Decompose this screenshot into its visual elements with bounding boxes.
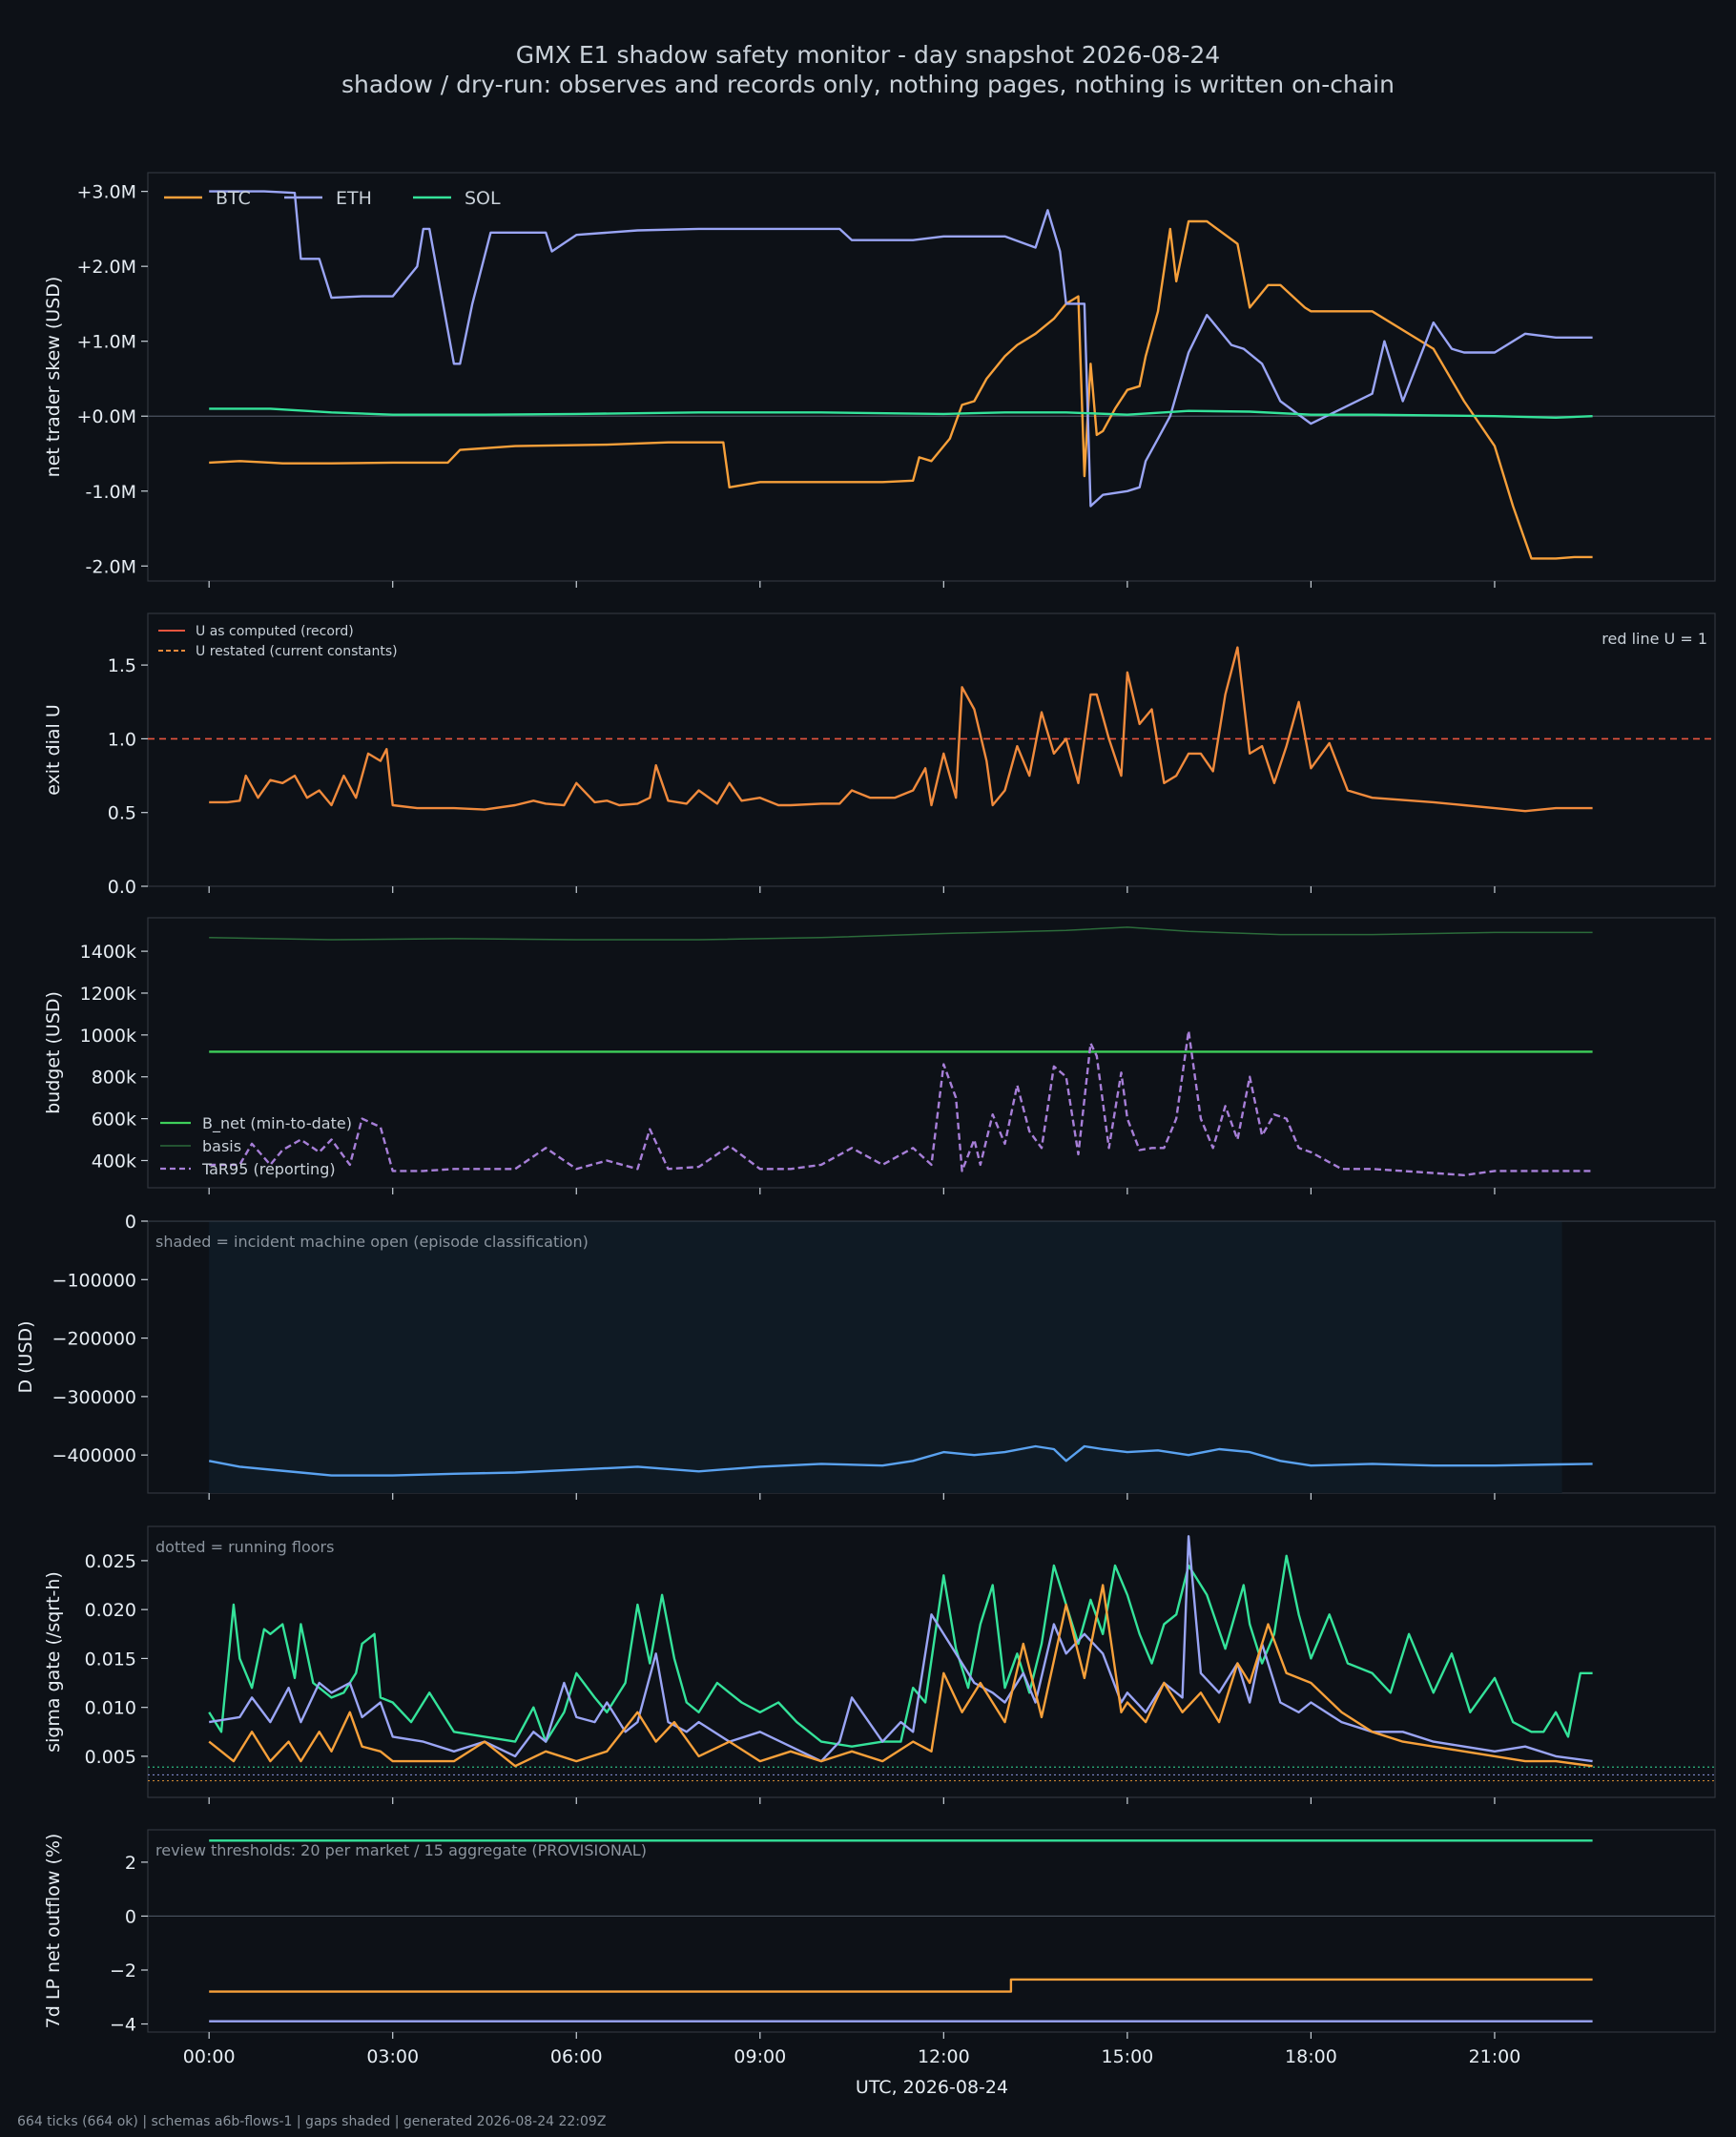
y-tick-label: 1.5 bbox=[108, 655, 136, 676]
y-axis-label: net trader skew (USD) bbox=[43, 277, 64, 478]
panel-frame bbox=[147, 612, 1716, 887]
y-tick-label: 0.020 bbox=[85, 1600, 136, 1621]
y-tick-label: 1400k bbox=[80, 942, 136, 963]
y-tick-label: 2 bbox=[125, 1853, 136, 1874]
y-tick-label: −200000 bbox=[52, 1329, 136, 1350]
panel-plot-area bbox=[148, 646, 1715, 813]
panel-skew: +3.0M +2.0M +1.0M +0.0M -1.0M -2.0M net trader… bbox=[43, 172, 1716, 588]
x-tick-label: 21:00 bbox=[1469, 2046, 1521, 2067]
series-line-budget-1 bbox=[209, 926, 1593, 941]
legend-label: B_net (min-to-date) bbox=[202, 1114, 352, 1133]
panel-plot-area bbox=[148, 1839, 1715, 2023]
y-tick-label: 0.0 bbox=[108, 877, 136, 898]
panel-annotation: shaded = incident machine open (episode … bbox=[155, 1233, 589, 1251]
y-tick-label: +3.0M bbox=[76, 182, 136, 203]
panel-plot-area bbox=[209, 926, 1593, 1176]
series-line-sigma_gate-2 bbox=[208, 1584, 1593, 1768]
y-tick-label: 800k bbox=[92, 1068, 136, 1089]
y-tick-label: 0.005 bbox=[85, 1747, 136, 1768]
red-line-annotation: red line U = 1 bbox=[1602, 630, 1707, 648]
y-tick-label: +1.0M bbox=[76, 332, 136, 353]
panel-annotation: review thresholds: 20 per market / 15 ag… bbox=[155, 1841, 647, 1859]
x-axis-label: UTC, 2026-08-24 bbox=[856, 2077, 1008, 2098]
panel-sigma_gate: 0.005 0.010 0.015 0.020 0.025 sigma gate (/sq… bbox=[43, 1525, 1716, 1804]
y-tick-label: −4 bbox=[110, 2015, 136, 2036]
panel-plot-area bbox=[148, 190, 1715, 560]
y-tick-label: 400k bbox=[92, 1151, 136, 1172]
legend-label: U as computed (record) bbox=[196, 624, 354, 639]
y-tick-label: 0.025 bbox=[85, 1551, 136, 1572]
y-tick-label: 600k bbox=[92, 1110, 136, 1131]
x-tick-label: 15:00 bbox=[1101, 2046, 1153, 2067]
legend-label: U restated (current constants) bbox=[196, 644, 398, 659]
y-tick-label: −2 bbox=[110, 1961, 136, 1981]
series-line-budget-2 bbox=[209, 1029, 1593, 1176]
series-line-exit_dial-0 bbox=[209, 646, 1593, 813]
figure-title: GMX E1 shadow safety monitor - day snaps… bbox=[516, 41, 1220, 69]
y-tick-label: 0.5 bbox=[108, 803, 136, 824]
figure-subtitle: shadow / dry-run: observes and records o… bbox=[341, 71, 1395, 98]
legend-label: basis bbox=[202, 1137, 241, 1155]
panel-budget: 400k 600k 800k 1000k 1200k 1400k budget (USD) B… bbox=[43, 917, 1716, 1194]
panel-annotation: dotted = running floors bbox=[155, 1538, 334, 1556]
y-tick-label: -1.0M bbox=[86, 482, 136, 503]
y-tick-label: 1200k bbox=[80, 984, 136, 1005]
y-axis-label: sigma gate (/sqrt-h) bbox=[43, 1571, 64, 1753]
y-tick-label: 0 bbox=[125, 1212, 136, 1233]
x-tick-label: 18:00 bbox=[1285, 2046, 1337, 2067]
series-line-skew-2 bbox=[209, 407, 1593, 419]
y-tick-label: +0.0M bbox=[76, 406, 136, 427]
y-tick-label: 1.0 bbox=[108, 729, 136, 750]
series-line-skew-1 bbox=[209, 190, 1593, 508]
y-tick-label: -2.0M bbox=[86, 556, 136, 577]
x-tick-label: 00:00 bbox=[183, 2046, 236, 2067]
panel-plot-area bbox=[148, 1221, 1715, 1493]
incident-shading bbox=[209, 1221, 1562, 1493]
y-axis-label: 7d LP net outflow (%) bbox=[43, 1834, 64, 2029]
panel-lp_outflow: 2 0 −2 −4 00:00 03:00 06:00 09:00 12:00 15:00 18:0… bbox=[43, 1829, 1716, 2067]
series-line-skew-0 bbox=[209, 219, 1593, 560]
x-tick-label: 12:00 bbox=[918, 2046, 970, 2067]
legend-label: ETH bbox=[336, 188, 372, 209]
y-tick-label: 0.015 bbox=[85, 1649, 136, 1670]
panel-drawdown: 0 −100000 −200000 −300000 −400000 D (USD) shad… bbox=[15, 1212, 1716, 1500]
y-tick-label: +2.0M bbox=[76, 257, 136, 278]
y-tick-label: 0 bbox=[125, 1906, 136, 1927]
legend-label: SOL bbox=[465, 188, 501, 209]
legend: U as computed (record) U restated (curren… bbox=[158, 624, 398, 659]
legend-label: BTC bbox=[216, 188, 251, 209]
panel-frame bbox=[147, 172, 1716, 582]
y-tick-label: 0.010 bbox=[85, 1698, 136, 1719]
y-axis-label: D (USD) bbox=[15, 1320, 36, 1393]
legend-label: TaR95 (reporting) bbox=[201, 1160, 336, 1178]
series-line-lp_outflow-1 bbox=[209, 1978, 1593, 1993]
y-axis-label: exit dial U bbox=[43, 704, 64, 796]
y-tick-label: 1000k bbox=[80, 1026, 136, 1047]
panel-frame bbox=[147, 1829, 1716, 2033]
y-tick-label: −400000 bbox=[52, 1445, 136, 1466]
legend: BTC ETH SOL bbox=[164, 188, 501, 209]
footer-status: 664 ticks (664 ok) | schemas a6b-flows-1… bbox=[17, 2114, 606, 2129]
x-tick-label: 09:00 bbox=[734, 2046, 786, 2067]
legend: B_net (min-to-date) basis TaR95 (reporting… bbox=[160, 1114, 352, 1178]
y-tick-label: −100000 bbox=[52, 1270, 136, 1291]
panels: +3.0M +2.0M +1.0M +0.0M -1.0M -2.0M net trader… bbox=[15, 172, 1716, 2067]
x-tick-label: 06:00 bbox=[550, 2046, 603, 2067]
x-tick-label: 03:00 bbox=[366, 2046, 419, 2067]
panel-exit_dial: 0.0 0.5 1.0 1.5 exit dial U red line U = 1 U a… bbox=[43, 612, 1716, 898]
y-axis-label: budget (USD) bbox=[43, 991, 64, 1114]
panel-plot-area bbox=[148, 1535, 1715, 1782]
y-tick-label: −300000 bbox=[52, 1387, 136, 1408]
series-line-drawdown-0 bbox=[208, 1444, 1593, 1477]
series-line-sigma_gate-1 bbox=[209, 1535, 1593, 1763]
